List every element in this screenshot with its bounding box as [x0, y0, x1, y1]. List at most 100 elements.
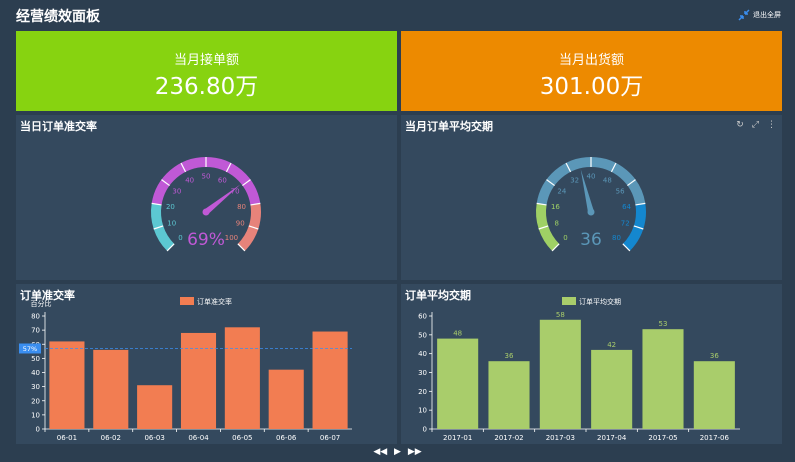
y-tick-label: 40: [31, 369, 40, 377]
x-tick-label: 06-07: [320, 434, 340, 442]
expand-icon[interactable]: ⤢: [751, 120, 759, 130]
previous-button[interactable]: ◀◀: [373, 447, 388, 457]
y-tick-label: 30: [31, 383, 40, 391]
kpi-label: 当月接单额: [173, 53, 239, 68]
x-tick-label: 2017-04: [597, 434, 627, 442]
page-title: 经营绩效面板: [16, 9, 100, 25]
gauge-tick: [536, 202, 547, 206]
x-tick-label: 06-02: [101, 434, 121, 442]
x-tick-label: 2017-02: [494, 434, 523, 442]
kpi-card-orders: 当月接单额 236.80万: [16, 31, 397, 111]
gauge-tick-label: 8: [555, 220, 559, 228]
gauge-tick-label: 80: [237, 203, 246, 211]
gauge-tick: [248, 225, 259, 230]
gauge-tick-label: 70: [231, 187, 240, 195]
gauge-tick: [237, 243, 246, 252]
y-tick-label: 80: [31, 313, 40, 321]
gauge-tick-label: 48: [603, 176, 612, 184]
y-tick-label: 0: [36, 426, 40, 434]
gauge-value: 36: [580, 230, 602, 250]
gauge-tick: [627, 179, 636, 187]
data-label: 53: [659, 320, 668, 328]
bar-chart: 0102030405060708006-0106-0206-0306-0406-…: [19, 297, 352, 442]
gauge-tick: [180, 162, 187, 173]
average-marker: [19, 343, 41, 354]
bar: [591, 349, 633, 429]
refresh-icon[interactable]: ↻: [736, 120, 744, 130]
gauge-tick-label: 80: [612, 234, 621, 242]
y-tick-label: 70: [31, 327, 40, 335]
gauge-panel-avg-lead-time: 当月订单平均交期 ↻ ⤢ ⋮ 0 8 16 24 32 40 48 56 64 72 80 36: [401, 115, 782, 280]
y-tick-label: 50: [418, 331, 427, 339]
gauge-tick: [161, 179, 170, 187]
bar: [693, 361, 735, 429]
y-tick-label: 10: [418, 407, 427, 415]
gauge-tick-label: 90: [236, 220, 245, 228]
more-icon[interactable]: ⋮: [767, 120, 776, 130]
gauge-tick: [151, 202, 162, 206]
y-axis-title: 百分比: [31, 299, 52, 308]
bar: [539, 319, 581, 429]
kpi-card-shipments: 当月出货额 301.00万: [401, 31, 782, 111]
bar: [49, 341, 85, 429]
exit-fullscreen-label: 退出全屏: [753, 11, 781, 19]
gauge-tick-label: 0: [563, 234, 567, 242]
gauge-value: 69%: [187, 230, 225, 250]
exit-fullscreen-button[interactable]: 退出全屏: [738, 9, 781, 21]
bar: [224, 327, 260, 429]
gauge-pointer: [204, 184, 241, 215]
dashboard-header: 经营绩效面板 退出全屏: [0, 0, 795, 30]
gauge-tick: [546, 179, 555, 187]
data-label: 36: [710, 352, 719, 360]
gauge-tick-label: 60: [218, 176, 227, 184]
play-button[interactable]: ▶: [394, 447, 401, 457]
bar-panel-on-time-rate: 订单准交率 0102030405060708006-0106-0206-0306…: [16, 284, 397, 444]
gauge-tick: [610, 162, 617, 173]
gauge-panel-on-time-rate: 当日订单准交率 0 10 20 30 40 50 60 70 80 90 100 69%: [16, 115, 397, 280]
playback-controls: ◀◀ ▶ ▶▶: [0, 447, 795, 462]
gauge-tick-label: 50: [202, 173, 211, 181]
bar: [488, 361, 530, 429]
gauge-pivot: [587, 208, 595, 216]
gauge-tick: [551, 243, 560, 252]
data-label: 42: [607, 341, 616, 349]
gauge-tick: [225, 162, 232, 173]
gauge-tick-label: 100: [225, 234, 238, 242]
gauge-tick-label: 56: [616, 187, 625, 195]
gauge-tick: [565, 162, 572, 173]
gauge-band-mid: [151, 157, 261, 206]
gauge-tick-label: 40: [185, 176, 194, 184]
average-label: 57%: [23, 345, 37, 353]
bar: [437, 338, 479, 429]
bar: [268, 369, 304, 429]
x-tick-label: 06-01: [57, 434, 77, 442]
y-tick-label: 30: [418, 369, 427, 377]
panel-title: 当日订单准交率: [20, 120, 97, 133]
gauge-tick-label: 0: [178, 234, 182, 242]
x-tick-label: 2017-06: [700, 434, 730, 442]
bar: [137, 385, 173, 429]
x-tick-label: 2017-05: [648, 434, 677, 442]
next-button[interactable]: ▶▶: [407, 447, 422, 457]
bar: [312, 331, 348, 429]
gauge-tick-label: 64: [622, 203, 631, 211]
gauge-tick-label: 24: [557, 187, 566, 195]
exit-fullscreen-icon: [738, 9, 750, 21]
bar: [93, 349, 129, 429]
y-tick-label: 20: [418, 388, 427, 396]
gauge-tick-label: 30: [172, 187, 181, 195]
x-tick-label: 2017-01: [443, 434, 472, 442]
panel-toolbar: ↻ ⤢ ⋮: [736, 120, 776, 130]
gauge-tick-label: 10: [167, 220, 176, 228]
gauge-tick: [153, 225, 164, 230]
data-label: 48: [453, 330, 462, 338]
gauge-pointer: [580, 169, 594, 213]
y-tick-label: 60: [418, 313, 427, 321]
panel-title: 订单平均交期: [405, 289, 471, 302]
gauge-tick-label: 32: [570, 176, 579, 184]
bar-chart: 0 10 20 30 40 50 60 2017-01 48 2017-02 36 2017-03 58…: [418, 297, 740, 442]
kpi-label: 当月出货额: [558, 53, 624, 68]
panel-title: 订单准交率: [20, 289, 75, 302]
gauge-tick: [635, 202, 646, 206]
